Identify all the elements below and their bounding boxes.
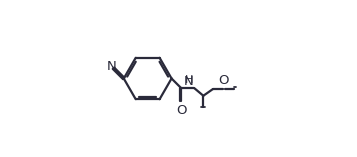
Text: O: O [176,104,187,117]
Text: N: N [184,75,193,88]
Text: N: N [107,60,117,73]
Text: H: H [185,75,193,85]
Text: O: O [218,74,228,87]
